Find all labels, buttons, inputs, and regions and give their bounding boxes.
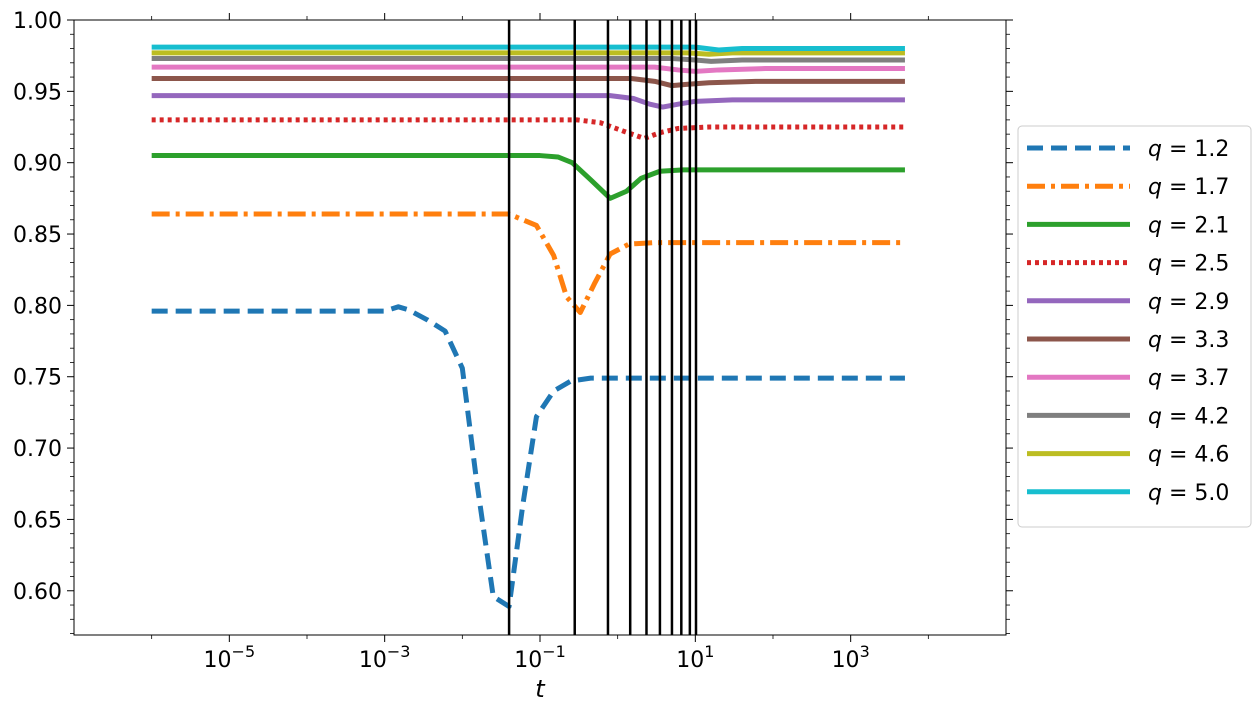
- y-tick-label: 0.60: [13, 580, 62, 605]
- legend-label-1: q = 1.2: [1148, 137, 1229, 162]
- y-tick-label: 0.80: [13, 294, 62, 319]
- y-tick-label: 0.65: [13, 508, 62, 533]
- legend-label-3: q = 2.1: [1148, 213, 1229, 238]
- series-line-8: [151, 56, 905, 64]
- legend-label-8: q = 4.2: [1148, 404, 1229, 429]
- x-tick-label: 10−5: [204, 642, 256, 673]
- legend-label-6: q = 3.3: [1148, 328, 1229, 353]
- vertical-lines-layer: [507, 20, 698, 635]
- legend-label-10: q = 5.0: [1148, 481, 1229, 506]
- series-line-5: [151, 93, 905, 110]
- y-tick-label: 0.90: [13, 152, 62, 177]
- legend-label-5: q = 2.9: [1148, 290, 1229, 315]
- y-tick-label: 0.85: [13, 223, 62, 248]
- series-line-1: [151, 304, 905, 609]
- series-line-4: [151, 117, 905, 141]
- y-tick-label: 0.95: [13, 80, 62, 105]
- y-tick-label: 1.00: [13, 9, 62, 34]
- legend-label-2: q = 1.7: [1148, 175, 1229, 200]
- series-line-9: [151, 50, 905, 57]
- x-tick-label: 10−3: [359, 642, 411, 673]
- x-tick-label: 10−1: [514, 642, 566, 673]
- x-axis-label: t: [535, 675, 546, 703]
- legend-label-7: q = 3.7: [1148, 366, 1229, 391]
- legend-label-4: q = 2.5: [1148, 252, 1229, 277]
- series-line-7: [151, 64, 905, 74]
- x-tick-label: 101: [676, 642, 714, 673]
- x-tick-label: 103: [832, 642, 870, 673]
- y-tick-label: 0.70: [13, 437, 62, 462]
- legend: q = 1.2 q = 1.7 q = 2.1 q = 2.5 q = 2.9 q = 3…: [1017, 125, 1252, 528]
- series-line-3: [151, 153, 905, 201]
- y-tick-label: 0.75: [13, 366, 62, 391]
- y-axis: 0.60 0.65 0.70 0.75 0.80 0.85 0.90 0.95 1.00: [13, 9, 1013, 634]
- legend-label-9: q = 4.6: [1148, 443, 1229, 468]
- x-axis: 10−5 10−3 10−1 101 103: [151, 13, 929, 673]
- series-line-10: [151, 44, 905, 53]
